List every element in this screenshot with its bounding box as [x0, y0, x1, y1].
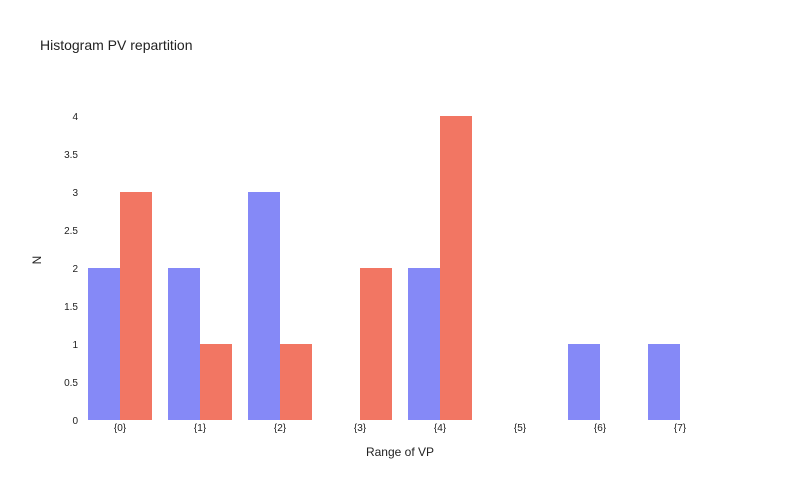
bar: [648, 344, 680, 420]
x-axis-label: Range of VP: [366, 445, 434, 459]
y-tick-label: 3: [72, 188, 78, 199]
bar: [360, 268, 392, 420]
bar: [440, 116, 472, 420]
y-axis-label: N: [30, 256, 44, 265]
bar: [88, 268, 120, 420]
chart-title: Histogram PV repartition: [40, 37, 193, 53]
x-tick-label: {4}: [434, 423, 447, 434]
bar: [168, 268, 200, 420]
bar: [408, 268, 440, 420]
x-tick-label: {5}: [514, 423, 527, 434]
bar: [120, 192, 152, 420]
bars-group: [88, 116, 680, 420]
y-tick-label: 0: [72, 416, 78, 427]
x-tick-label: {6}: [594, 423, 607, 434]
bar: [280, 344, 312, 420]
y-tick-label: 3.5: [64, 150, 78, 161]
x-tick-label: {0}: [114, 423, 127, 434]
y-tick-label: 1.5: [64, 302, 78, 313]
x-tick-label: {2}: [274, 423, 287, 434]
x-tick-label: {3}: [354, 423, 367, 434]
bar: [248, 192, 280, 420]
y-tick-label: 1: [72, 340, 78, 351]
x-tick-label: {1}: [194, 423, 207, 434]
bar: [200, 344, 232, 420]
y-tick-label: 2.5: [64, 226, 78, 237]
bar: [568, 344, 600, 420]
y-tick-label: 2: [72, 264, 78, 275]
y-tick-label: 0.5: [64, 378, 78, 389]
y-axis-ticks: 0 0.5 1 1.5 2 2.5 3 3.5 4: [64, 112, 78, 427]
x-tick-label: {7}: [674, 423, 687, 434]
x-axis-ticks: {0} {1} {2} {3} {4} {5} {6} {7}: [114, 423, 687, 434]
y-tick-label: 4: [72, 112, 78, 123]
